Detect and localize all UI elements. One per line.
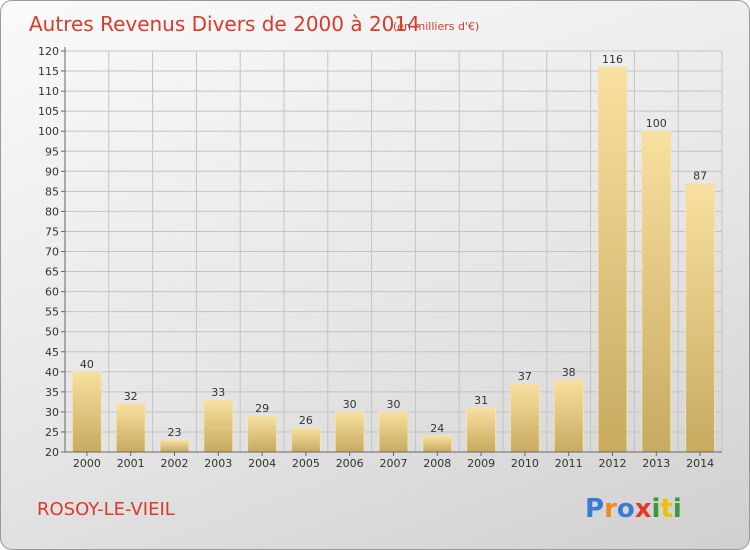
x-tick-label: 2005 (292, 457, 320, 470)
bar-value-label: 87 (693, 169, 707, 182)
y-tick-label: 90 (45, 165, 59, 178)
y-tick-label: 110 (38, 85, 59, 98)
y-tick-label: 70 (45, 246, 59, 259)
y-tick-label: 25 (45, 426, 59, 439)
bar (553, 379, 584, 453)
y-tick-label: 30 (45, 406, 59, 419)
bar (247, 415, 278, 453)
bar-value-label: 37 (518, 370, 532, 383)
x-tick-label: 2004 (248, 457, 276, 470)
bar (159, 439, 190, 453)
bar (685, 182, 716, 453)
bar (334, 411, 365, 453)
bar-value-label: 23 (168, 426, 182, 439)
bar-value-label: 116 (602, 53, 623, 66)
x-tick-label: 2000 (73, 457, 101, 470)
y-tick-label: 40 (45, 366, 59, 379)
y-tick-label: 50 (45, 326, 59, 339)
logo-letter: i (652, 494, 661, 524)
y-tick-label: 35 (45, 386, 59, 399)
bar-value-label: 33 (211, 386, 225, 399)
bar (509, 383, 540, 453)
bar-value-label: 30 (343, 398, 357, 411)
x-tick-label: 2013 (642, 457, 670, 470)
x-tick-label: 2002 (161, 457, 189, 470)
logo-letter: i (673, 494, 682, 524)
y-tick-label: 65 (45, 266, 59, 279)
x-tick-label: 2011 (555, 457, 583, 470)
bar (422, 435, 453, 453)
logo-letter: r (604, 494, 617, 524)
x-tick-label: 2009 (467, 457, 495, 470)
y-tick-label: 80 (45, 205, 59, 218)
proxiti-logo: Proxiti (585, 494, 682, 524)
bar (71, 371, 102, 453)
chart-title: Autres Revenus Divers de 2000 à 2014 (29, 12, 420, 36)
chart-subtitle: (en milliers d'€) (393, 20, 479, 33)
y-tick-label: 85 (45, 185, 59, 198)
x-tick-label: 2003 (204, 457, 232, 470)
y-tick-label: 115 (38, 65, 59, 78)
logo-letter: o (617, 494, 635, 524)
bar-value-label: 29 (255, 402, 269, 415)
bar (641, 130, 672, 453)
y-tick-label: 100 (38, 125, 59, 138)
logo-letter: t (660, 494, 672, 524)
y-tick-label: 75 (45, 225, 59, 238)
bar (466, 407, 497, 453)
y-tick-label: 105 (38, 105, 59, 118)
x-tick-label: 2001 (117, 457, 145, 470)
bar-value-label: 100 (646, 117, 667, 130)
bar-value-label: 30 (387, 398, 401, 411)
bar-value-label: 32 (124, 390, 138, 403)
bar-value-label: 24 (430, 422, 444, 435)
x-tick-label: 2007 (380, 457, 408, 470)
y-tick-label: 45 (45, 346, 59, 359)
y-tick-label: 20 (45, 446, 59, 459)
bar-value-label: 26 (299, 414, 313, 427)
x-tick-label: 2014 (686, 457, 714, 470)
bar (115, 403, 146, 453)
bar (290, 427, 321, 453)
y-tick-label: 60 (45, 286, 59, 299)
bar (378, 411, 409, 453)
bar (597, 66, 628, 453)
bar-value-label: 31 (474, 394, 488, 407)
bar-value-label: 40 (80, 358, 94, 371)
x-tick-label: 2006 (336, 457, 364, 470)
y-tick-label: 55 (45, 306, 59, 319)
logo-letter: x (635, 494, 652, 524)
commune-name: ROSOY-LE-VIEIL (37, 499, 175, 520)
bar-value-label: 38 (562, 366, 576, 379)
x-tick-label: 2012 (599, 457, 627, 470)
y-tick-label: 95 (45, 145, 59, 158)
axis-layer: 20 25 30 35 40 45 50 55 60 65 70 75 80 85 90 95 100 105 11… (38, 45, 722, 470)
bar-layer: 40 32 23 33 29 26 30 30 24 31 37 38 116 100 87 (71, 53, 716, 453)
bar (203, 399, 234, 453)
x-tick-label: 2008 (423, 457, 451, 470)
y-tick-label: 120 (38, 45, 59, 58)
logo-letter: P (585, 494, 604, 524)
x-tick-label: 2010 (511, 457, 539, 470)
